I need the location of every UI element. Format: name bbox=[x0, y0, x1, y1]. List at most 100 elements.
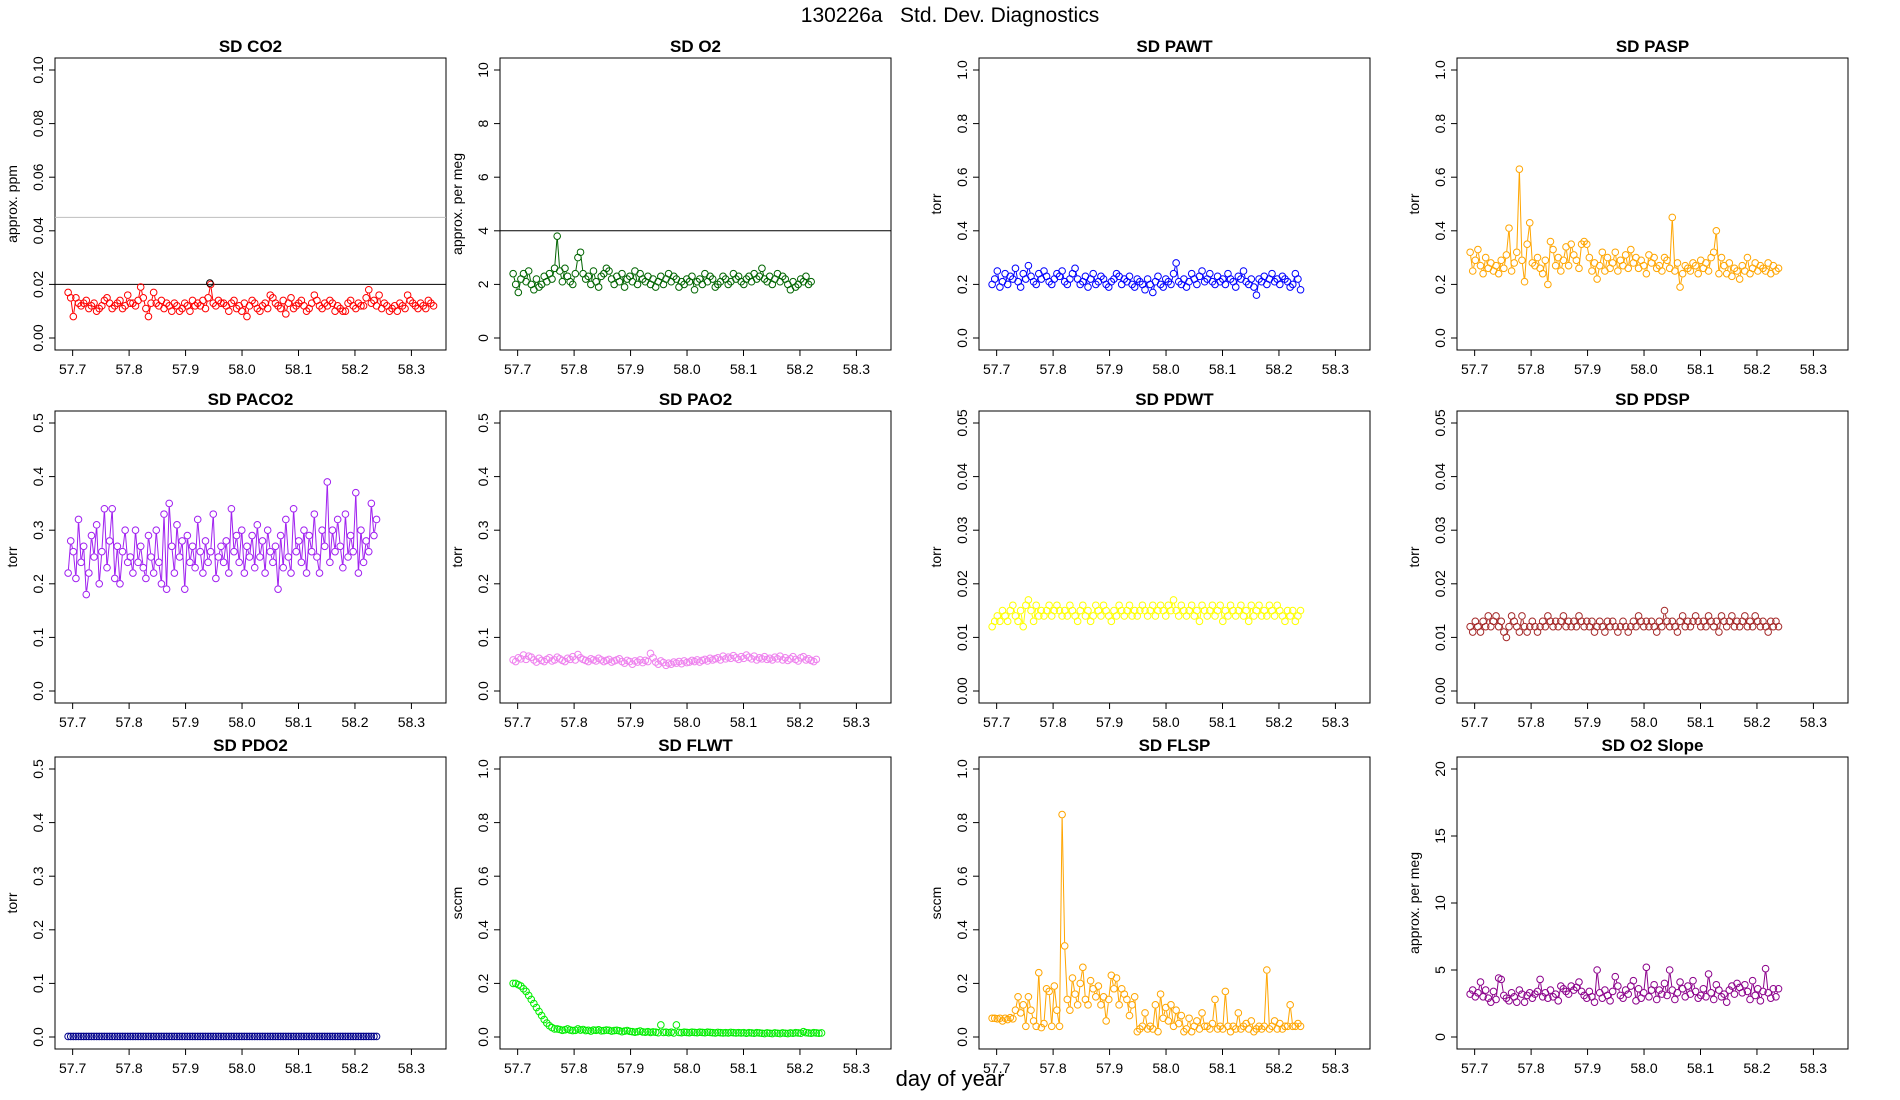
y-tick-label: 0.8 bbox=[954, 813, 970, 833]
data-point bbox=[1559, 612, 1568, 620]
data-point bbox=[186, 558, 194, 567]
data-point bbox=[196, 547, 205, 556]
series-segment bbox=[1163, 1011, 1166, 1015]
data-point bbox=[1471, 993, 1480, 1001]
data-point bbox=[1717, 253, 1726, 262]
data-point bbox=[131, 526, 140, 534]
x-tick-label: 57.8 bbox=[560, 1060, 587, 1076]
x-tick-label: 57.9 bbox=[172, 714, 199, 730]
series-segment bbox=[1563, 250, 1566, 257]
data-point bbox=[110, 302, 119, 310]
data-point bbox=[136, 542, 145, 551]
x-tick-label: 57.9 bbox=[1574, 361, 1601, 377]
data-point bbox=[284, 1032, 293, 1041]
data-point bbox=[1229, 1022, 1237, 1031]
data-point bbox=[807, 277, 815, 286]
data-point bbox=[237, 307, 246, 316]
series-segment bbox=[254, 528, 258, 564]
data-point bbox=[287, 569, 295, 577]
data-point bbox=[282, 310, 290, 318]
data-point bbox=[1668, 213, 1677, 222]
series-segment bbox=[1186, 1021, 1189, 1026]
x-tick-label: 58.1 bbox=[1209, 361, 1236, 377]
data-point bbox=[1616, 991, 1625, 1000]
series-segment bbox=[135, 533, 139, 559]
data-point bbox=[225, 307, 233, 316]
series-segment bbox=[1666, 973, 1670, 992]
series-segment bbox=[1708, 261, 1711, 268]
plot-frame bbox=[499, 57, 892, 351]
x-tick-label: 58.3 bbox=[843, 1060, 870, 1076]
data-point bbox=[261, 1032, 269, 1041]
series-segment bbox=[1693, 984, 1696, 988]
data-point bbox=[1128, 280, 1136, 289]
x-tick-label: 57.7 bbox=[983, 714, 1010, 730]
y-tick-label: 1.0 bbox=[475, 759, 491, 779]
series-segment bbox=[1568, 247, 1572, 262]
data-point bbox=[72, 574, 80, 583]
series-segment bbox=[1771, 992, 1773, 995]
series-segment bbox=[1018, 1000, 1021, 1010]
series-segment bbox=[1501, 983, 1504, 992]
series-segment bbox=[329, 533, 333, 559]
data-point bbox=[1603, 253, 1612, 262]
data-point bbox=[149, 569, 158, 577]
series-segment bbox=[1266, 973, 1270, 1026]
y-tick-label: 10 bbox=[475, 62, 491, 78]
data-point bbox=[1580, 991, 1588, 1000]
data-point bbox=[1257, 1025, 1266, 1033]
series-segment bbox=[1256, 282, 1259, 292]
data-point bbox=[602, 1026, 611, 1034]
series-segment bbox=[168, 507, 173, 543]
data-point bbox=[1629, 976, 1638, 985]
data-point bbox=[517, 982, 525, 990]
series-segment bbox=[622, 277, 625, 284]
data-point bbox=[227, 299, 236, 307]
data-point bbox=[765, 1029, 774, 1038]
x-tick-label: 58.0 bbox=[1152, 714, 1179, 730]
y-tick-label: 6 bbox=[475, 173, 491, 181]
data-point bbox=[92, 1032, 101, 1041]
series-segment bbox=[1054, 989, 1058, 1007]
x-tick-label: 58.1 bbox=[1209, 1060, 1236, 1076]
data-point bbox=[1474, 988, 1482, 997]
series-segment bbox=[355, 496, 359, 570]
data-point bbox=[1006, 272, 1015, 281]
data-point bbox=[1224, 612, 1232, 620]
data-point bbox=[1766, 994, 1775, 1002]
data-point bbox=[349, 547, 358, 556]
data-point bbox=[802, 272, 810, 281]
data-point bbox=[1541, 256, 1550, 265]
data-point bbox=[610, 1026, 619, 1035]
data-point bbox=[1671, 995, 1679, 1004]
data-point bbox=[737, 1029, 745, 1037]
data-point bbox=[1110, 984, 1118, 993]
data-point bbox=[568, 1026, 577, 1035]
data-point bbox=[1029, 277, 1038, 286]
data-point bbox=[791, 283, 800, 291]
data-point bbox=[1107, 617, 1116, 626]
data-point bbox=[1073, 617, 1082, 626]
chart-panel-11: SD FLSP sccm 0.0 0.2 0.4 0.6 0.8 1.0 57.7 57.8 57.… bbox=[929, 736, 1371, 1076]
series-segment bbox=[1025, 1000, 1029, 1023]
data-point bbox=[263, 304, 272, 313]
x-tick-label: 57.7 bbox=[504, 714, 531, 730]
data-point bbox=[540, 657, 549, 666]
data-point bbox=[1663, 256, 1671, 265]
data-point bbox=[1769, 984, 1778, 993]
y-tick-label: 0.8 bbox=[1432, 114, 1448, 134]
series-segment bbox=[326, 485, 331, 559]
series-segment bbox=[1106, 1003, 1109, 1018]
panel-title: SD PAO2 bbox=[659, 390, 732, 409]
data-point bbox=[1068, 974, 1077, 982]
data-point bbox=[636, 656, 644, 664]
y-tick-label: 0.05 bbox=[1432, 409, 1448, 436]
figure-title: 130226a Std. Dev. Diagnostics bbox=[800, 4, 1100, 27]
series-segment bbox=[1173, 1013, 1177, 1023]
data-point bbox=[142, 1032, 150, 1041]
data-point bbox=[79, 542, 88, 551]
data-point bbox=[108, 504, 116, 513]
data-point bbox=[633, 280, 642, 289]
series-segment bbox=[1625, 258, 1628, 265]
y-tick-label: 0.08 bbox=[30, 110, 46, 137]
